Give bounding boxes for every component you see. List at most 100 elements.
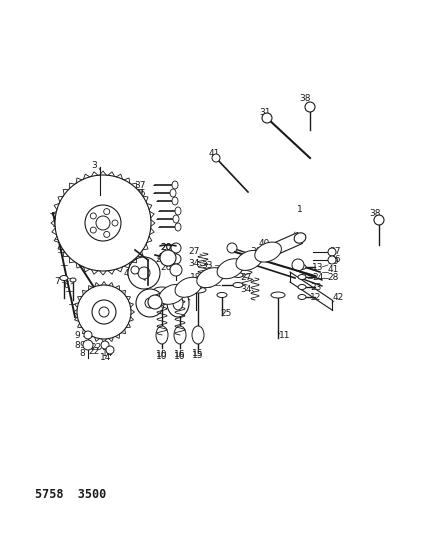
Text: 16: 16 [174,351,185,359]
Text: 40: 40 [258,239,269,248]
Circle shape [77,285,131,339]
Text: 14: 14 [100,353,112,362]
Text: 19: 19 [198,280,209,289]
Ellipse shape [173,326,186,344]
Text: 6: 6 [63,281,69,290]
Text: 36: 36 [328,255,340,264]
Circle shape [170,243,181,253]
Text: 5: 5 [137,222,143,231]
Text: 20: 20 [160,244,171,253]
Text: 23: 23 [310,282,321,292]
Text: 34: 34 [240,286,251,295]
Text: 15: 15 [192,350,203,359]
Ellipse shape [297,295,305,300]
Text: 16: 16 [174,352,185,361]
Text: 41: 41 [327,265,338,274]
Text: 30: 30 [326,257,338,266]
Text: 10: 10 [156,351,167,359]
Text: 7: 7 [54,278,60,287]
Text: 22: 22 [90,343,101,352]
Ellipse shape [172,197,178,205]
Ellipse shape [190,281,201,287]
Ellipse shape [297,264,305,270]
Circle shape [373,215,383,225]
Ellipse shape [190,287,205,293]
Text: 38: 38 [299,93,310,102]
Text: 43: 43 [156,254,167,262]
Text: 11: 11 [279,332,290,341]
Ellipse shape [216,293,227,297]
Text: 21: 21 [149,303,160,312]
Text: 39: 39 [250,247,261,256]
Text: 9: 9 [74,332,80,341]
Circle shape [211,154,219,162]
Ellipse shape [297,274,305,279]
Text: 9: 9 [79,342,85,351]
Text: 42: 42 [331,294,343,303]
Ellipse shape [294,233,305,243]
Circle shape [104,208,109,215]
Text: 8: 8 [79,350,85,359]
Circle shape [138,267,150,279]
Circle shape [90,213,96,219]
Text: 33: 33 [134,206,145,215]
Text: 32: 32 [201,271,212,279]
Text: 22: 22 [88,348,99,357]
Text: 18: 18 [190,273,201,282]
Circle shape [92,300,116,324]
Text: 2: 2 [155,255,161,264]
Ellipse shape [216,259,243,279]
Text: 15: 15 [192,351,203,360]
Circle shape [327,248,335,256]
Ellipse shape [172,181,178,189]
Text: 34: 34 [188,259,199,268]
Ellipse shape [254,242,281,262]
Circle shape [136,289,164,317]
Text: 25: 25 [220,309,231,318]
Ellipse shape [70,278,76,282]
Text: 17: 17 [176,290,187,300]
Circle shape [160,250,176,266]
Circle shape [291,259,303,271]
Text: 31: 31 [259,108,270,117]
Ellipse shape [175,207,181,215]
Text: 41: 41 [208,149,219,157]
Circle shape [262,113,271,123]
Ellipse shape [148,295,161,309]
Ellipse shape [159,284,185,304]
Circle shape [128,257,160,289]
Circle shape [131,266,139,274]
Ellipse shape [155,326,167,344]
Circle shape [101,341,109,349]
Ellipse shape [167,289,189,317]
Text: 27: 27 [240,272,251,281]
Circle shape [327,256,335,264]
Text: 36: 36 [134,189,145,198]
Circle shape [96,216,110,230]
Circle shape [104,231,109,237]
Text: 24: 24 [312,272,323,281]
Text: 5758  3500: 5758 3500 [35,488,106,501]
Text: 27: 27 [188,247,199,256]
Circle shape [145,298,155,308]
Ellipse shape [175,223,181,231]
Circle shape [106,346,114,354]
Polygon shape [152,232,302,308]
Circle shape [85,205,121,241]
Ellipse shape [233,272,242,278]
Ellipse shape [271,292,284,298]
Circle shape [90,227,96,233]
Ellipse shape [175,277,201,297]
Ellipse shape [196,268,223,288]
Circle shape [170,264,181,276]
Text: 13: 13 [311,262,323,271]
Ellipse shape [233,282,242,287]
Text: 12: 12 [310,293,321,302]
Ellipse shape [173,296,183,310]
Text: 20: 20 [160,244,171,253]
Ellipse shape [233,262,242,268]
Ellipse shape [297,285,305,289]
Circle shape [83,340,93,350]
Circle shape [304,102,314,112]
Text: 10: 10 [156,352,167,361]
